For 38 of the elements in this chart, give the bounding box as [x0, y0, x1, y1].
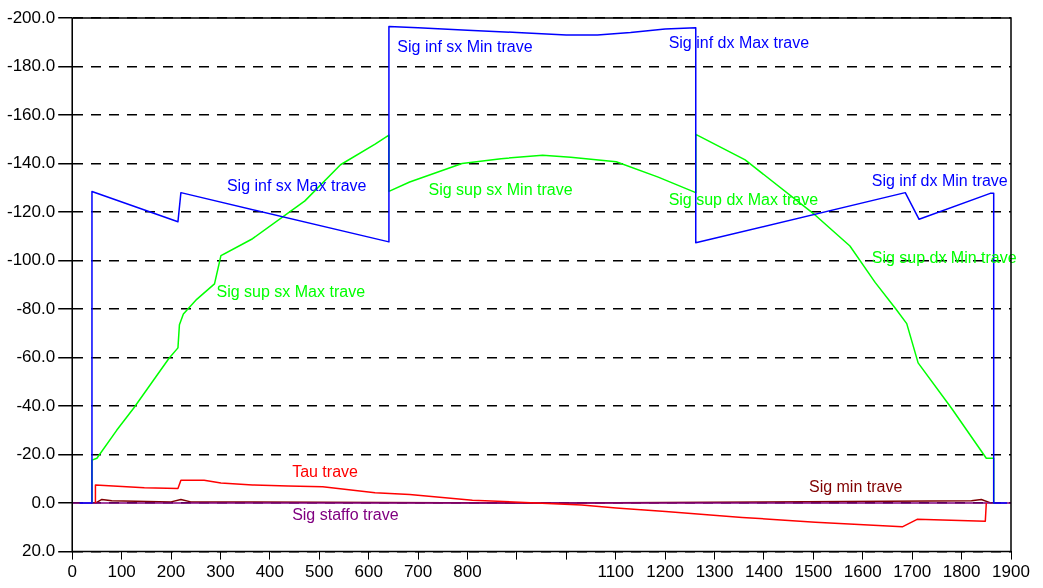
x-tick-label: 1900: [992, 562, 1030, 582]
x-tick-label: 1400: [745, 562, 783, 582]
annotation: Sig inf dx Min trave: [871, 171, 1008, 189]
y-tick-label: -40.0: [16, 395, 56, 415]
x-tick-label: 1300: [695, 562, 734, 582]
x-tick-label: 700: [403, 562, 433, 582]
x-tick-label: 1100: [597, 562, 634, 582]
x-tick-label: 1500: [794, 562, 833, 582]
x-tick-label: 1700: [893, 562, 932, 582]
x-tick-label: 400: [255, 562, 285, 582]
y-tick-label: -100.0: [7, 250, 56, 270]
annotation: Sig staffo trave: [292, 506, 399, 524]
x-tick-label: 200: [156, 562, 186, 582]
y-tick-label: -80.0: [16, 298, 56, 318]
y-tick-label: 0.0: [31, 492, 56, 512]
y-tick-label: -20.0: [16, 444, 56, 464]
y-tick-label: -200.0: [7, 7, 56, 27]
annotation: Sig inf dx Max trave: [668, 33, 810, 51]
x-tick-label: 500: [305, 562, 334, 582]
y-tick-label: 20.0: [22, 541, 56, 561]
x-tick-label: 1200: [646, 562, 685, 582]
annotation: Sig sup sx Max trave: [216, 283, 366, 301]
x-tick-label: 800: [453, 562, 482, 582]
annotation: Tau trave: [292, 462, 359, 480]
y-tick-label: -120.0: [7, 201, 56, 221]
y-tick-label: -160.0: [7, 104, 56, 124]
x-tick-label: 1800: [942, 562, 981, 582]
y-tick-label: -180.0: [7, 56, 56, 76]
y-tick-label: -60.0: [16, 347, 56, 367]
x-tick-label: 100: [107, 562, 136, 582]
annotation: Sig min trave: [808, 478, 903, 496]
y-tick-label: -140.0: [7, 153, 56, 173]
x-tick-label: 300: [206, 562, 235, 582]
x-tick-label: 600: [354, 562, 383, 582]
annotation: Sig inf sx Min trave: [397, 38, 533, 56]
x-tick-label: 1600: [843, 562, 882, 582]
x-tick-label: 0: [67, 562, 77, 582]
annotation: Sig sup sx Min trave: [428, 181, 573, 199]
